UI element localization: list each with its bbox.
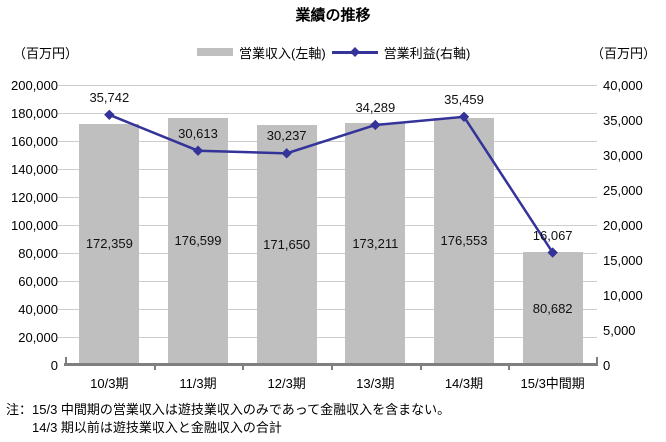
line-point-marker — [370, 119, 381, 131]
right-tick-label: 40,000 — [603, 77, 643, 93]
revenue-bar — [79, 123, 140, 365]
left-axis-tick-labels: 0 20,000 40,000 60,000 80,000 100,000 120,000 1… — [0, 78, 58, 373]
category-label: 10/3期 — [90, 376, 129, 391]
left-tick-label: 180,000 — [11, 105, 58, 121]
left-tick-label: 80,000 — [18, 245, 58, 261]
gridline — [58, 336, 597, 338]
left-tick-label: 120,000 — [11, 189, 58, 205]
footnote-line-1: 15/3 中間期の営業収入は遊技業収入のみであって金融収入を含まない。 — [32, 402, 451, 417]
revenue-bar — [522, 252, 583, 365]
diamond-marker-icon — [349, 47, 360, 57]
footnote-prefix: 注： — [6, 402, 33, 417]
right-tick-label: 0 — [603, 357, 611, 373]
line-value-label: 35,459 — [444, 91, 484, 107]
right-tick-label: 5,000 — [603, 322, 636, 338]
bar-value-label: 80,682 — [532, 300, 573, 316]
left-tick-label: 200,000 — [11, 77, 58, 93]
bar-value-label: 176,599 — [174, 233, 222, 249]
x-axis-tick — [419, 366, 422, 370]
bar-value-label: 172,359 — [85, 236, 133, 252]
gridline — [58, 308, 597, 310]
left-tick-label: 40,000 — [18, 301, 58, 317]
revenue-bar — [168, 117, 228, 365]
plot-area: 172,359 176,599 171,650 173,211 176,553 80,68… — [58, 84, 598, 370]
category-axis-labels: 10/3期 11/3期 12/3期 13/3期 14/3期 15/3中間期 — [65, 373, 597, 391]
gridline — [58, 224, 597, 226]
chart-title: 業績の推移 — [295, 7, 371, 24]
x-axis-tick — [242, 366, 245, 370]
left-tick-label: 160,000 — [11, 133, 58, 149]
x-axis-tick — [331, 366, 333, 370]
left-tick-label: 60,000 — [18, 273, 58, 289]
footnote-line-2: 14/3 期以前は遊技業収入と金融収入の合計 — [32, 420, 282, 435]
x-axis-tick — [508, 366, 511, 370]
line-point-marker — [458, 111, 470, 122]
line-point-marker — [281, 148, 292, 159]
left-tick-label: 140,000 — [11, 161, 58, 177]
left-tick-label: 20,000 — [18, 329, 58, 345]
x-axis-tick — [65, 357, 67, 366]
profit-line-series — [104, 109, 558, 258]
line-value-label: 16,067 — [532, 227, 573, 243]
category-label: 11/3期 — [179, 376, 217, 391]
gridline — [58, 84, 597, 86]
gridline — [58, 168, 597, 170]
bar-value-label: 173,211 — [352, 235, 399, 251]
right-tick-label: 20,000 — [603, 217, 643, 233]
legend-label-revenue: 営業収入(左軸) — [239, 45, 326, 61]
line-point-marker — [104, 109, 115, 121]
revenue-bar — [434, 117, 494, 365]
category-label: 13/3期 — [356, 376, 395, 391]
right-tick-label: 25,000 — [603, 182, 643, 198]
x-axis-tick — [153, 366, 156, 370]
right-tick-label: 15,000 — [603, 252, 643, 268]
left-axis-unit-label: （百万円） — [13, 46, 79, 61]
gridline — [58, 280, 597, 282]
line-value-label: 34,289 — [355, 99, 396, 115]
profit-line-swatch-icon — [331, 47, 378, 57]
footnote: 注： 15/3 中間期の営業収入は遊技業収入のみであって金融収入を含まない。 1… — [6, 401, 450, 437]
gridline — [58, 112, 597, 114]
right-tick-label: 10,000 — [603, 287, 643, 303]
line-value-label: 30,237 — [266, 128, 307, 144]
x-axis-tick — [596, 357, 598, 366]
revenue-bar — [345, 122, 406, 365]
line-point-marker — [192, 145, 204, 156]
revenue-bar — [256, 124, 317, 365]
right-tick-label: 35,000 — [603, 112, 643, 128]
legend-label-profit: 営業利益(右軸) — [383, 45, 471, 61]
x-axis-line — [64, 363, 598, 366]
gridline — [58, 196, 597, 198]
line-value-label: 35,742 — [89, 89, 130, 105]
footnote-body: 15/3 中間期の営業収入は遊技業収入のみであって金融収入を含まない。 14/3… — [32, 401, 450, 437]
category-label: 15/3中間期 — [520, 376, 585, 391]
chart-legend: 営業収入(左軸) 営業利益(右軸) — [197, 44, 471, 61]
left-tick-label: 100,000 — [11, 217, 58, 233]
gridline — [58, 252, 597, 254]
bar-value-label: 176,553 — [440, 233, 488, 249]
right-axis-unit-label: （百万円） — [590, 46, 656, 61]
revenue-bar-swatch-icon — [197, 48, 233, 56]
right-tick-label: 30,000 — [603, 147, 643, 163]
right-axis-tick-labels: 0 5,000 10,000 15,000 20,000 25,000 30,000 35,0… — [603, 78, 663, 373]
bar-value-label: 171,650 — [263, 236, 311, 252]
category-label: 12/3期 — [267, 376, 306, 391]
left-tick-label: 0 — [50, 357, 58, 373]
category-label: 14/3期 — [444, 376, 484, 391]
line-value-label: 30,613 — [178, 125, 218, 141]
